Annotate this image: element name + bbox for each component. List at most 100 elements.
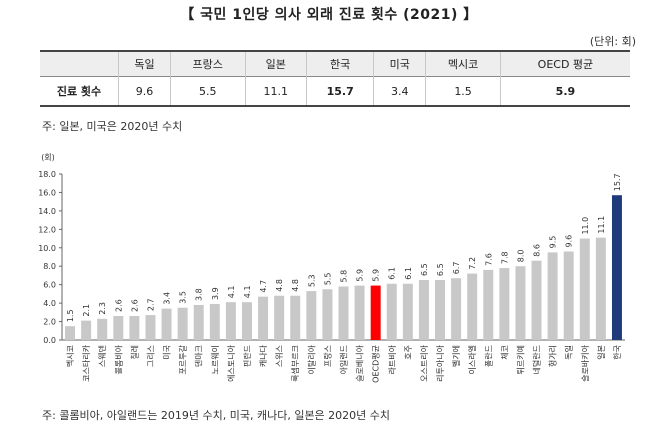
bar (531, 260, 542, 340)
x-category-label: 슬로바키아 (580, 344, 590, 381)
y-tick-label: 18.0 (38, 170, 56, 179)
x-category-label: 코스타리카 (82, 344, 91, 381)
y-tick-label: 14.0 (38, 207, 56, 216)
bar (81, 320, 92, 340)
bar (595, 237, 606, 340)
y-tick-label: 12.0 (38, 225, 56, 234)
bar-value-label: 2.7 (146, 298, 155, 311)
bar (418, 280, 429, 340)
x-category-label: 프랑스 (322, 345, 332, 367)
x-category-label: 미국 (163, 345, 172, 360)
bar (515, 266, 526, 340)
bar-value-label: 2.6 (130, 299, 139, 312)
bar (499, 268, 510, 340)
bar-value-label: 4.8 (291, 279, 300, 292)
x-category-label: 헝가리 (549, 345, 558, 367)
bar-value-label: 5.8 (340, 270, 349, 283)
bar (241, 302, 252, 340)
bar (563, 251, 574, 340)
summary-row-label: 진료 횟수 (40, 76, 119, 107)
x-category-label: 콜롬비아 (113, 344, 123, 374)
summary-value-row: 진료 횟수 9.6 5.5 11.1 15.7 3.4 1.5 5.9 (40, 76, 630, 107)
bar-value-label: 11.1 (597, 216, 606, 234)
x-category-label: 그리스 (146, 345, 155, 367)
bar (129, 316, 140, 340)
x-category-label: 체코 (499, 345, 509, 360)
bar-value-label: 5.5 (323, 273, 332, 286)
bar-value-label: 9.5 (549, 236, 558, 249)
bar (547, 252, 558, 340)
bar-value-label: 2.1 (82, 304, 91, 317)
bar-value-label: 5.9 (372, 269, 381, 282)
x-category-label: 폴란드 (483, 345, 493, 367)
summary-value-japan: 11.1 (244, 76, 307, 107)
bar (113, 316, 124, 340)
bar (209, 304, 220, 340)
x-category-label: 오스트리아 (419, 344, 429, 381)
bar (306, 291, 317, 340)
bar (435, 280, 446, 340)
y-tick-label: 0.0 (43, 336, 56, 345)
bar-value-label: 3.4 (163, 292, 172, 305)
bar-value-label: 6.1 (404, 267, 413, 280)
bar-value-label: 2.3 (98, 302, 107, 315)
bar-value-label: 6.1 (388, 267, 397, 280)
x-category-label: 튀르키예 (515, 345, 525, 374)
y-tick-label: 6.0 (43, 281, 56, 290)
bar (145, 315, 156, 340)
y-tick-label: 4.0 (43, 299, 56, 308)
summary-header-korea: 한국 (305, 50, 374, 77)
bar (483, 269, 494, 340)
bar (386, 283, 397, 340)
y-axis-unit-label: (회) (41, 153, 55, 162)
bar (354, 285, 365, 340)
y-tick-label: 8.0 (43, 262, 56, 271)
chart-footnote: 주: 콜롬비아, 아일랜드는 2019년 수치, 미국, 캐나다, 일본은 20… (42, 409, 391, 422)
bar (402, 283, 413, 340)
x-category-label: 에스토니아 (226, 344, 236, 381)
summary-header-germany: 독일 (118, 50, 171, 77)
x-category-label: 룩셈부르크 (291, 345, 300, 382)
summary-value-usa: 3.4 (373, 76, 426, 107)
summary-header-usa: 미국 (373, 50, 426, 77)
x-category-label: 캐나다 (259, 344, 268, 367)
summary-header-row: 독일 프랑스 일본 한국 미국 멕시코 OECD 평균 (40, 50, 630, 77)
summary-value-mexico: 1.5 (425, 76, 501, 107)
bar-value-label: 2.6 (114, 299, 123, 312)
bar-value-label: 6.5 (436, 263, 445, 276)
bar (193, 304, 204, 340)
x-category-label: 포르투갈 (179, 344, 188, 374)
summary-value-oecd: 5.9 (499, 76, 630, 107)
x-category-label: 칠레 (130, 345, 139, 360)
bar (177, 307, 188, 340)
bar (370, 285, 381, 340)
bar-value-label: 4.1 (227, 285, 236, 298)
bar-value-label: 8.6 (533, 244, 542, 257)
table-footnote: 주: 일본, 미국은 2020년 수치 (42, 120, 183, 133)
x-category-label: 이스라엘 (467, 345, 477, 374)
summary-header-oecd: OECD 평균 (499, 50, 630, 77)
summary-table: 독일 프랑스 일본 한국 미국 멕시코 OECD 평균 진료 횟수 9.6 5.… (40, 50, 630, 107)
bar (579, 238, 590, 340)
bar-value-label: 3.9 (211, 287, 220, 300)
x-category-label: 호주 (404, 345, 413, 360)
x-category-label: 일본 (597, 345, 606, 360)
x-category-label: 노르웨이 (210, 345, 220, 374)
x-category-label: 덴마크 (195, 345, 204, 367)
bar-value-label: 7.6 (484, 253, 493, 266)
bar (161, 308, 172, 340)
x-category-label: 라트비아 (387, 344, 397, 374)
x-category-label: 스위스 (275, 345, 284, 367)
bar (65, 326, 76, 340)
bar-value-label: 3.8 (195, 288, 204, 301)
bar (290, 295, 301, 340)
bar-value-label: 9.6 (565, 235, 574, 248)
summary-corner-cell (40, 50, 119, 77)
bar-value-label: 4.8 (275, 279, 284, 292)
summary-value-germany: 9.6 (118, 76, 171, 107)
x-category-label: 네덜란드 (532, 345, 542, 374)
summary-header-mexico: 멕시코 (425, 50, 501, 77)
bar (97, 318, 108, 340)
bar (225, 302, 236, 340)
x-category-label: 독일 (565, 345, 574, 360)
